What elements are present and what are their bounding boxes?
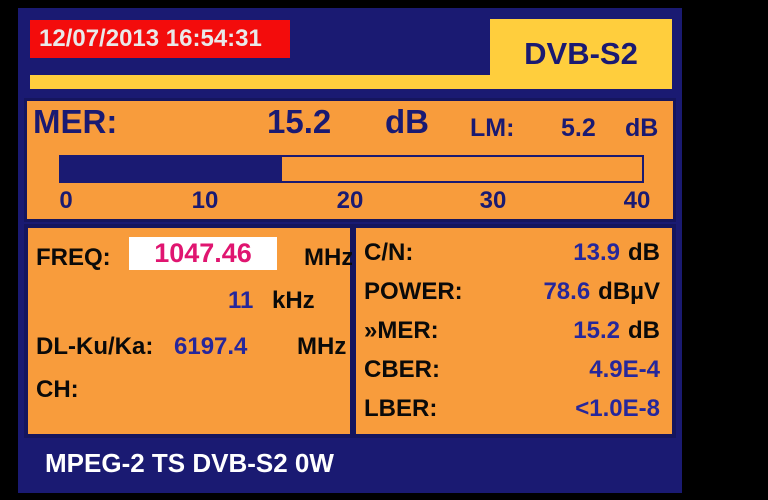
freq-unit: MHz (304, 244, 354, 271)
cn-value: 13.9 (573, 238, 620, 266)
bar-tick-10: 10 (191, 187, 219, 214)
cber-value: 4.9E-4 (589, 356, 660, 384)
measurement-row-cber: CBER: 4.9E-4 (356, 356, 672, 384)
datetime-badge: 12/07/2013 16:54:31 (30, 20, 290, 58)
bar-tick-30: 30 (479, 187, 507, 214)
stream-status-text: MPEG-2 TS DVB-S2 0W (45, 448, 334, 478)
measurements-panel: C/N: 13.9 dB POWER: 78.6 dBµV »MER: 15.2 dB… (352, 224, 676, 438)
power-value: 78.6 (543, 277, 591, 305)
mer-value: 15.2 (267, 103, 332, 140)
mer-row-value: 15.2 (573, 316, 620, 344)
downlink-value: 6197.4 (174, 333, 248, 360)
bar-tick-0: 0 (59, 187, 73, 214)
power-unit: dBµV (598, 277, 660, 305)
freq-value: 1047.46 (154, 238, 252, 268)
downlink-unit: MHz (297, 333, 347, 360)
offset-value: 11 (228, 287, 254, 314)
lm-label: LM: (470, 114, 515, 142)
lber-label: LBER: (364, 395, 438, 423)
mer-unit: dB (385, 103, 429, 140)
lm-unit: dB (625, 114, 659, 142)
bar-tick-40: 40 (623, 187, 651, 214)
mer-panel: MER: 15.2 dB LM: 5.2 dB 0 10 20 30 40 (24, 98, 676, 222)
mer-row-label: »MER: (364, 316, 439, 344)
measurement-row-power: POWER: 78.6 dBµV (356, 278, 672, 306)
downlink-label: DL-Ku/Ka: (36, 333, 154, 360)
cn-unit: dB (628, 238, 660, 266)
mer-bar (59, 155, 644, 183)
measurement-row-mer: »MER: 15.2 dB (356, 317, 672, 345)
measurement-row-cn: C/N: 13.9 dB (356, 239, 672, 267)
freq-input-field[interactable]: 1047.46 (129, 237, 277, 270)
freq-label: FREQ: (36, 244, 111, 271)
mer-bar-fill (61, 157, 282, 181)
tuning-panel: FREQ: 1047.46 MHz 11 kHz DL-Ku/Ka: 6197.… (24, 224, 354, 438)
channel-label: CH: (36, 376, 79, 403)
lber-value: <1.0E-8 (575, 395, 660, 423)
cn-label: C/N: (364, 238, 414, 266)
bar-tick-20: 20 (336, 187, 364, 214)
device-screen: 12/07/2013 16:54:31 DVB-S2 MER: 15.2 dB … (18, 8, 682, 493)
mer-label: MER: (33, 103, 118, 140)
mer-row-unit: dB (628, 316, 660, 344)
cber-label: CBER: (364, 356, 440, 384)
datetime-text: 12/07/2013 16:54:31 (39, 25, 262, 52)
measurement-row-lber: LBER: <1.0E-8 (356, 395, 672, 423)
header-divider-strip (30, 75, 672, 89)
standard-label: DVB-S2 (524, 36, 638, 71)
power-label: POWER: (364, 277, 463, 305)
lm-value: 5.2 (561, 114, 596, 142)
offset-unit: kHz (272, 287, 315, 314)
